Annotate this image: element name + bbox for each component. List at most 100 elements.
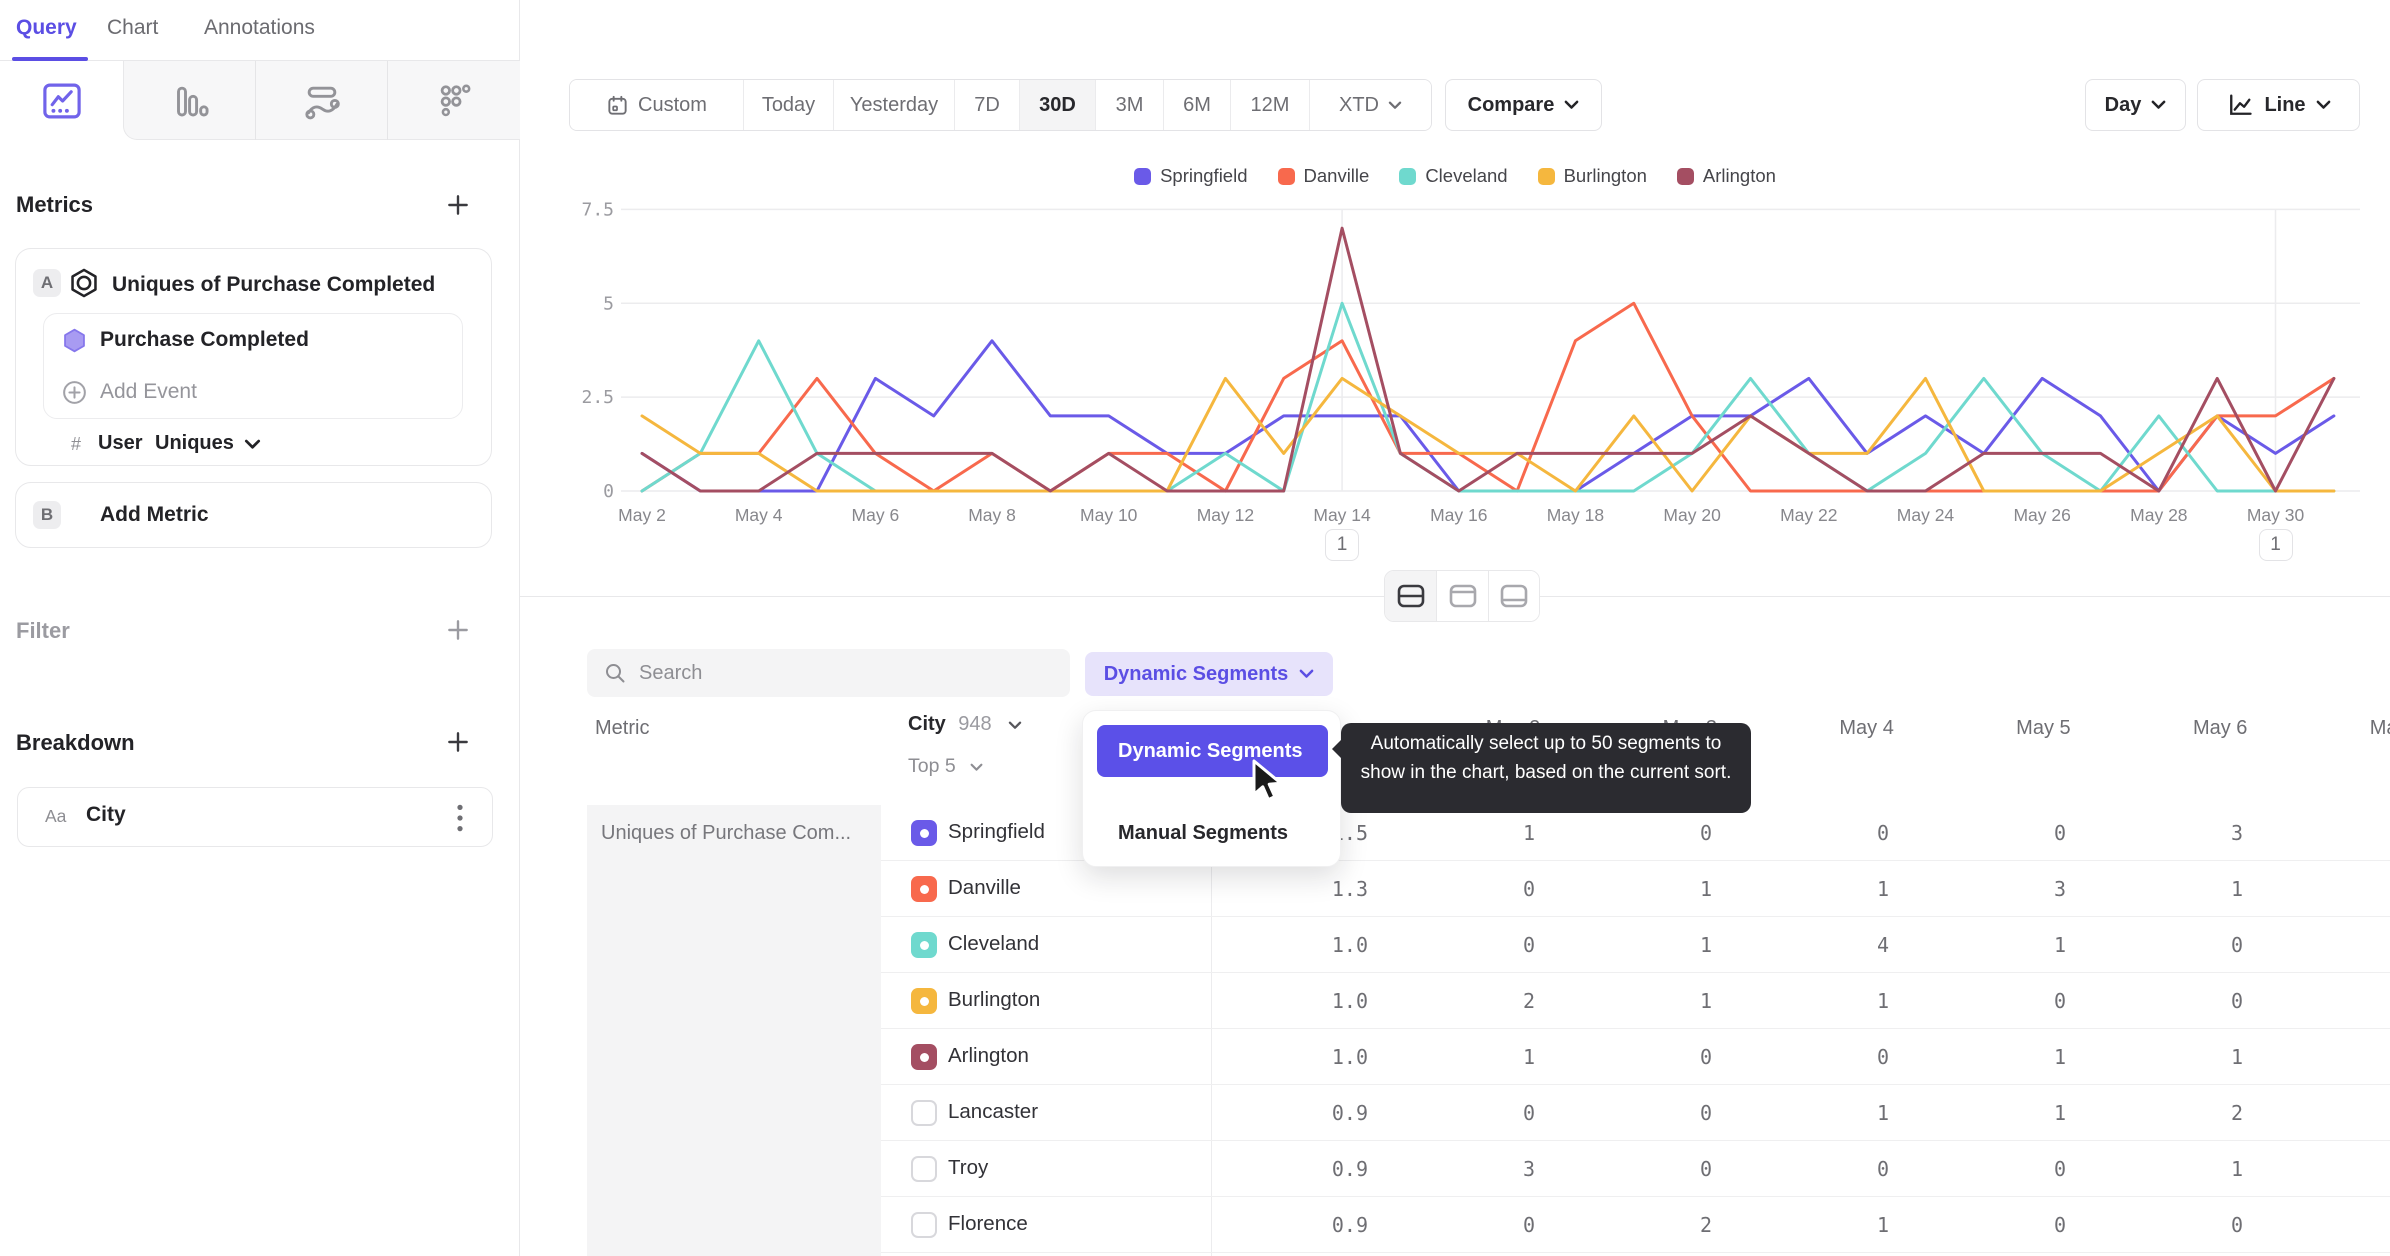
segment-day-value: 0 xyxy=(2053,821,2066,845)
segments-mode-button[interactable]: Dynamic Segments xyxy=(1085,652,1333,696)
legend-item-cleveland[interactable]: Cleveland xyxy=(1399,165,1508,187)
top-n-selector[interactable]: Top 5 xyxy=(908,755,983,778)
sidebar-tab-chart[interactable]: Chart xyxy=(107,16,159,39)
date-range-yesterday[interactable]: Yesterday xyxy=(833,80,954,130)
date-range-label: XTD xyxy=(1339,93,1379,116)
add-metric-plus-button[interactable] xyxy=(443,190,473,220)
chevron-down-icon xyxy=(2151,100,2166,109)
segment-day-value: 0 xyxy=(1876,821,1889,845)
metric-badge-b: B xyxy=(33,501,61,529)
segment-checkbox[interactable] xyxy=(911,1044,937,1070)
date-range-3m[interactable]: 3M xyxy=(1095,80,1163,130)
segment-label[interactable]: Troy xyxy=(948,1156,989,1179)
plus-icon xyxy=(448,732,468,752)
segment-checkbox[interactable] xyxy=(911,988,937,1014)
segment-day-value: 1 xyxy=(1522,1045,1535,1069)
event-hexagon-icon xyxy=(71,268,97,298)
tab-line-chart[interactable] xyxy=(0,61,123,140)
search-input[interactable] xyxy=(639,661,1019,685)
annotation-badge-may-30[interactable]: 1 xyxy=(2258,529,2293,561)
event-row-purchase-completed[interactable]: Purchase Completed xyxy=(44,314,462,366)
date-range-label: Today xyxy=(761,93,816,116)
segment-checkbox[interactable] xyxy=(911,932,937,958)
add-event-row[interactable]: Add Event xyxy=(44,366,462,418)
date-range-xtd[interactable]: XTD xyxy=(1309,80,1431,130)
line-chart-icon xyxy=(42,83,81,118)
segment-label[interactable]: Florence xyxy=(948,1212,1028,1235)
legend-item-arlington[interactable]: Arlington xyxy=(1676,165,1776,187)
segment-average-value: 1.3 xyxy=(1331,877,1368,901)
legend-swatch xyxy=(1399,167,1417,185)
svg-text:May 30: May 30 xyxy=(2247,505,2305,525)
date-range-custom[interactable]: Custom xyxy=(570,80,743,130)
segment-day-value: 0 xyxy=(1876,1157,1889,1181)
date-range-30d[interactable]: 30D xyxy=(1019,80,1095,130)
measure-selector[interactable]: # User Uniques xyxy=(16,429,491,463)
segment-day-value: 4 xyxy=(1876,933,1889,957)
compare-button[interactable]: Compare xyxy=(1445,79,1602,131)
svg-text:May 18: May 18 xyxy=(1547,505,1604,525)
legend-item-danville[interactable]: Danville xyxy=(1277,165,1369,187)
tab-bar-chart[interactable] xyxy=(123,61,255,140)
add-event-label: Add Event xyxy=(100,380,197,403)
svg-text:May 16: May 16 xyxy=(1430,505,1487,525)
segment-label[interactable]: Lancaster xyxy=(948,1100,1039,1123)
segment-average-value: 0.9 xyxy=(1331,1213,1368,1237)
segment-label[interactable]: Danville xyxy=(948,876,1021,899)
chart-only-view-button[interactable] xyxy=(1436,571,1488,621)
date-range-6m[interactable]: 6M xyxy=(1163,80,1230,130)
svg-text:May 26: May 26 xyxy=(2013,505,2070,525)
legend-item-burlington[interactable]: Burlington xyxy=(1537,165,1647,187)
tooltip-text: Automatically select up to 50 segments t… xyxy=(1360,733,1732,783)
chart-style-button[interactable]: Line xyxy=(2197,79,2360,131)
kebab-menu-icon[interactable] xyxy=(456,803,464,833)
date-range-label: 30D xyxy=(1039,93,1076,116)
metric-title: Uniques of Purchase Completed xyxy=(112,273,436,296)
segment-day-value: 0 xyxy=(1699,1045,1712,1069)
legend-swatch xyxy=(1676,167,1694,185)
add-filter-plus-button[interactable] xyxy=(443,615,473,645)
breakdown-item-city[interactable]: Aa City xyxy=(17,787,493,847)
purchase-event-hexagon-icon xyxy=(60,327,88,354)
segment-checkbox[interactable] xyxy=(911,1156,937,1182)
segment-checkbox[interactable] xyxy=(911,1212,937,1238)
segment-day-value: 0 xyxy=(2053,989,2066,1013)
date-range-12m[interactable]: 12M xyxy=(1230,80,1309,130)
table-only-view-button[interactable] xyxy=(1487,571,1539,621)
date-range-7d[interactable]: 7D xyxy=(954,80,1019,130)
segment-average-value: 1.0 xyxy=(1331,989,1368,1013)
sidebar-tab-query[interactable]: Query xyxy=(16,16,77,39)
tab-flow-chart[interactable] xyxy=(255,61,387,140)
date-range-today[interactable]: Today xyxy=(743,80,833,130)
annotation-badge-may-14[interactable]: 1 xyxy=(1325,529,1360,561)
legend-item-springfield[interactable]: Springfield xyxy=(1134,165,1248,187)
segment-day-value: 0 xyxy=(1522,933,1535,957)
date-range-label: Yesterday xyxy=(849,93,939,116)
segment-day-value: 0 xyxy=(1522,1213,1535,1237)
group-column-header[interactable]: City 948 xyxy=(908,713,1022,736)
metric-card-a: A Uniques of Purchase Completed Purchase… xyxy=(15,248,492,466)
metric-card-b-add-metric[interactable]: B Add Metric xyxy=(15,482,492,548)
segment-label[interactable]: Arlington xyxy=(948,1044,1029,1067)
chevron-down-icon xyxy=(1564,100,1579,109)
segment-label[interactable]: Burlington xyxy=(948,988,1041,1011)
segment-checkbox[interactable] xyxy=(911,1100,937,1126)
legend-swatch xyxy=(1277,167,1295,185)
sidebar-tab-annotations[interactable]: Annotations xyxy=(204,16,315,39)
day-column-header: May 7 xyxy=(2369,717,2390,739)
svg-text:May 22: May 22 xyxy=(1780,505,1837,525)
segment-label[interactable]: Cleveland xyxy=(948,932,1040,955)
segment-day-value: 1 xyxy=(2230,877,2243,901)
add-breakdown-plus-button[interactable] xyxy=(443,727,473,757)
segment-checkbox[interactable] xyxy=(911,876,937,902)
segment-label[interactable]: Springfield xyxy=(948,820,1045,843)
split-view-button[interactable] xyxy=(1385,571,1437,621)
dropdown-option-manual-segments[interactable]: Manual Segments xyxy=(1118,821,1289,844)
dropdown-option-dynamic-segments[interactable]: Dynamic Segments xyxy=(1097,725,1328,777)
chart-type-tabs xyxy=(0,61,520,140)
segment-checkbox[interactable] xyxy=(911,820,937,846)
segment-day-value: 0 xyxy=(2230,989,2243,1013)
tab-scatter-chart[interactable] xyxy=(387,61,520,140)
granularity-button[interactable]: Day xyxy=(2085,79,2186,131)
